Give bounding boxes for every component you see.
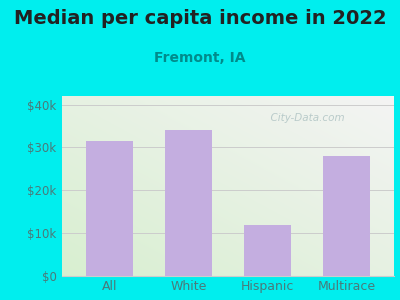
Text: Median per capita income in 2022: Median per capita income in 2022 — [14, 9, 386, 28]
Bar — [323, 156, 370, 276]
Text: City-Data.com: City-Data.com — [264, 112, 345, 123]
Bar — [86, 141, 133, 276]
Text: Fremont, IA: Fremont, IA — [154, 51, 246, 65]
Bar — [165, 130, 212, 276]
Bar — [244, 225, 291, 276]
